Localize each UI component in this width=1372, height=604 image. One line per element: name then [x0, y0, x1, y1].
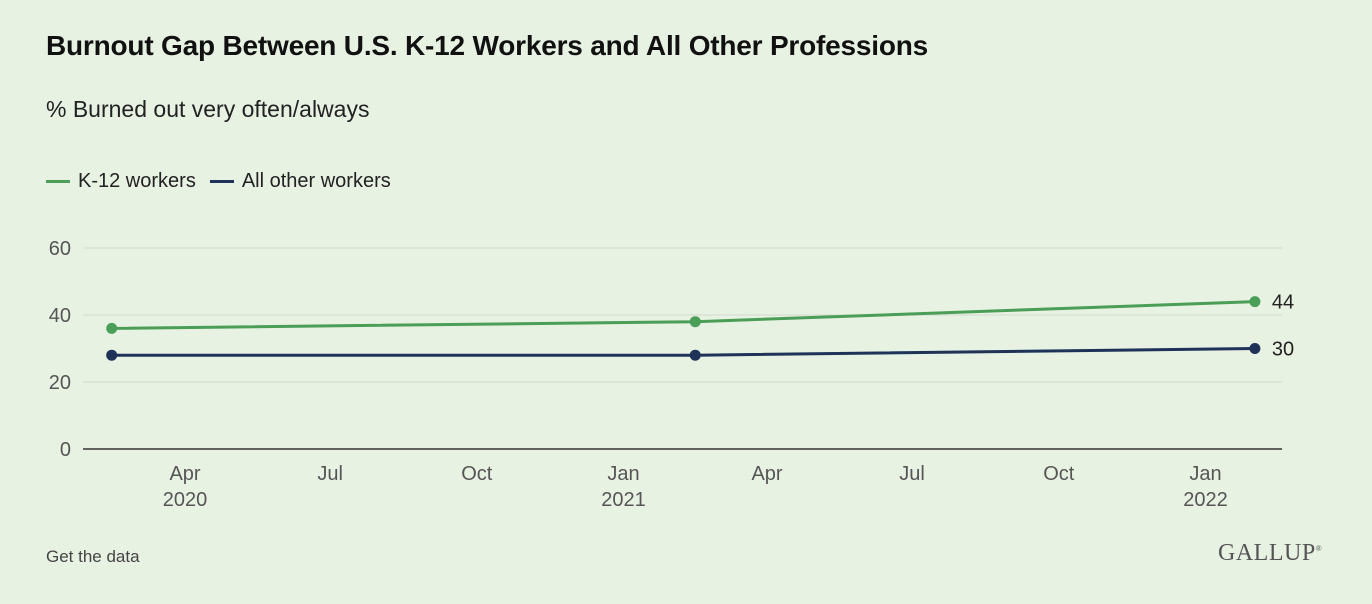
x-tick-label: Jan	[1189, 463, 1221, 485]
legend-item-other[interactable]: All other workers	[209, 170, 391, 193]
y-tick-label: 20	[49, 372, 71, 394]
x-tick-label: Oct	[461, 463, 493, 485]
legend-swatch-k12	[46, 180, 70, 183]
data-point	[689, 316, 701, 328]
legend-swatch-other	[209, 180, 234, 183]
x-tick-label: Jul	[317, 463, 343, 485]
series-lines	[111, 300, 1255, 357]
y-tick-label: 60	[49, 238, 71, 260]
data-point	[1249, 296, 1261, 308]
legend-label-other: All other workers	[241, 170, 391, 192]
x-tick-year-label: 2022	[1183, 489, 1228, 511]
y-axis-labels: 0 20 40 60	[49, 238, 71, 461]
legend-item-k12[interactable]: K-12 workers	[46, 170, 196, 193]
chart-title: Burnout Gap Between U.S. K-12 Workers an…	[46, 30, 929, 61]
x-tick-label: Apr	[751, 463, 782, 485]
series-line-1	[111, 347, 1255, 357]
data-point	[106, 349, 118, 361]
legend-label-k12: K-12 workers	[78, 170, 196, 192]
end-label-0: 44	[1272, 292, 1294, 314]
data-point	[689, 349, 701, 361]
end-labels: 44 30	[1272, 292, 1294, 361]
gallup-logo: GALLUP®	[1218, 540, 1323, 566]
end-label-1: 30	[1272, 339, 1294, 361]
data-point	[1249, 343, 1261, 354]
series-points	[106, 296, 1261, 361]
chart-subtitle: % Burned out very often/always	[46, 96, 370, 122]
get-data-link[interactable]: Get the data	[46, 547, 140, 566]
x-tick-label: Jan	[607, 463, 639, 485]
x-tick-label: Oct	[1043, 463, 1075, 485]
legend: K-12 workers All other workers	[46, 170, 405, 193]
x-tick-year-label: 2021	[601, 489, 646, 511]
x-tick-year-label: 2020	[163, 489, 208, 511]
y-tick-label: 40	[49, 305, 71, 327]
x-tick-label: Jul	[899, 463, 925, 485]
y-tick-label: 0	[60, 439, 71, 461]
x-axis-labels: Apr 2020 Jul Oct Jan 2021 Apr Jul Oct Jan 2022	[163, 463, 1228, 511]
gridlines	[83, 247, 1282, 450]
data-point	[106, 322, 118, 334]
x-tick-label: Apr	[169, 463, 200, 485]
